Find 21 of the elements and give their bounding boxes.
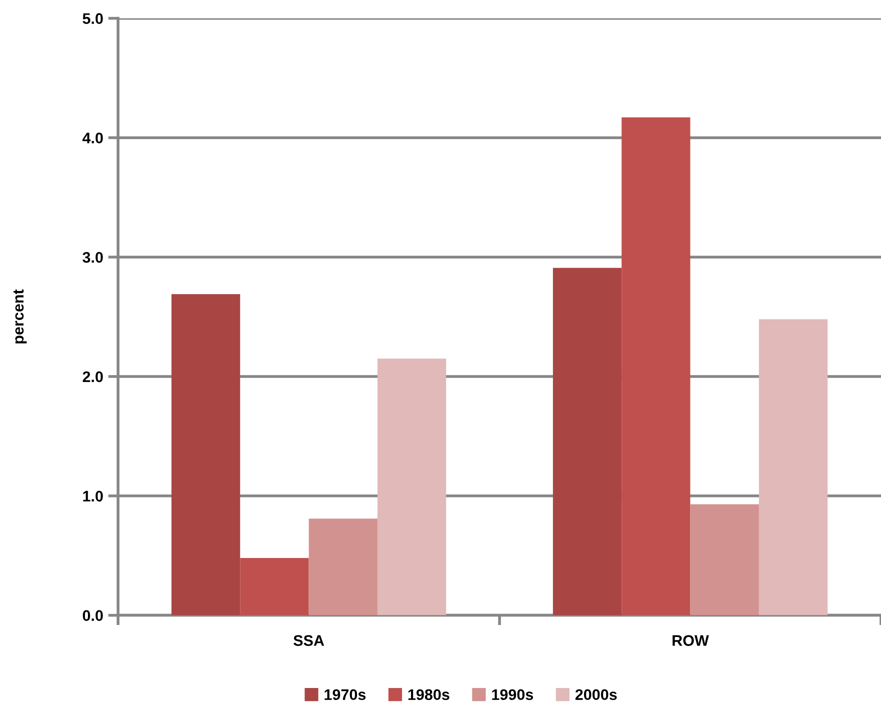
bar <box>690 504 759 616</box>
bar <box>377 358 446 616</box>
x-tick-label: SSA <box>294 635 324 646</box>
x-tick-label: ROW <box>672 635 709 646</box>
bar <box>171 294 240 616</box>
legend-label: 2000s <box>575 689 617 700</box>
bar <box>308 518 378 616</box>
bar <box>240 558 309 616</box>
y-tick-label: 3.0 <box>82 252 103 263</box>
legend-label: 1990s <box>492 689 534 700</box>
y-tick-label: 0.0 <box>82 610 103 621</box>
y-tick-label: 1.0 <box>83 490 103 502</box>
y-axis-title: percent <box>14 289 27 344</box>
bar <box>758 319 828 616</box>
legend-label: 1970s <box>324 689 366 700</box>
bar <box>622 117 690 616</box>
y-tick-label: 5.0 <box>82 13 103 24</box>
y-tick-label: 4.0 <box>82 132 103 144</box>
y-tick-label: 2.0 <box>82 371 103 382</box>
bar <box>552 268 622 616</box>
legend-label: 1980s <box>408 689 450 700</box>
